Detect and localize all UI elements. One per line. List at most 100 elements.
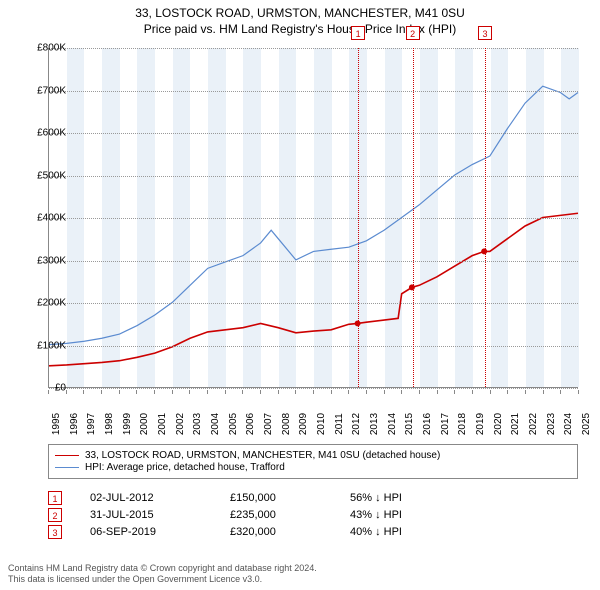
sale-marker-badge: 2 [406, 26, 420, 40]
chart-plot-area: 123 [48, 48, 578, 388]
legend-item: HPI: Average price, detached house, Traf… [55, 462, 571, 473]
event-price: £320,000 [230, 526, 350, 538]
y-axis-label: £300K [37, 255, 66, 266]
sale-marker-badge: 1 [351, 26, 365, 40]
legend-swatch [55, 455, 79, 456]
y-axis-label: £600K [37, 128, 66, 139]
title-subtitle: Price paid vs. HM Land Registry's House … [0, 22, 600, 36]
x-tick [384, 390, 385, 394]
x-tick [136, 390, 137, 394]
sale-marker-line [358, 48, 359, 387]
legend-swatch [55, 467, 79, 468]
y-axis-label: £0 [55, 383, 66, 394]
x-axis-label: 2010 [316, 413, 327, 435]
x-axis-label: 1997 [86, 413, 97, 435]
x-tick [154, 390, 155, 394]
x-axis-label: 2003 [192, 413, 203, 435]
event-row: 231-JUL-2015£235,00043% ↓ HPI [48, 508, 578, 522]
x-tick [366, 390, 367, 394]
event-row: 306-SEP-2019£320,00040% ↓ HPI [48, 525, 578, 539]
footer-line1: Contains HM Land Registry data © Crown c… [8, 563, 592, 575]
sale-marker-line [485, 48, 486, 387]
x-axis-label: 2009 [298, 413, 309, 435]
x-axis-label: 2000 [139, 413, 150, 435]
event-date: 02-JUL-2012 [90, 492, 230, 504]
x-tick [172, 390, 173, 394]
x-axis-label: 2018 [457, 413, 468, 435]
x-tick [48, 390, 49, 394]
legend-item: 33, LOSTOCK ROAD, URMSTON, MANCHESTER, M… [55, 450, 571, 461]
x-tick [454, 390, 455, 394]
series-line-hpi [49, 86, 578, 344]
x-axis-label: 2020 [493, 413, 504, 435]
x-tick [119, 390, 120, 394]
event-price: £150,000 [230, 492, 350, 504]
x-axis-label: 2023 [546, 413, 557, 435]
x-tick [543, 390, 544, 394]
x-tick [313, 390, 314, 394]
y-axis-label: £800K [37, 43, 66, 54]
legend-label: 33, LOSTOCK ROAD, URMSTON, MANCHESTER, M… [85, 450, 440, 461]
footer-credits: Contains HM Land Registry data © Crown c… [8, 563, 592, 586]
y-axis-label: £700K [37, 85, 66, 96]
events-table: 1 02-JUL-2012£150,00056% ↓ HPI 2 31-JUL-201… [48, 488, 578, 542]
x-tick [295, 390, 296, 394]
x-axis-label: 1999 [122, 413, 133, 435]
x-tick [490, 390, 491, 394]
x-axis-label: 2021 [510, 413, 521, 435]
x-axis-label: 1995 [51, 413, 62, 435]
x-axis-label: 2015 [404, 413, 415, 435]
event-date: 31-JUL-2015 [90, 509, 230, 521]
x-axis-label: 2011 [334, 413, 345, 435]
chart-container: 33, LOSTOCK ROAD, URMSTON, MANCHESTER, M… [0, 0, 600, 590]
x-tick [189, 390, 190, 394]
x-tick [348, 390, 349, 394]
x-tick [207, 390, 208, 394]
x-axis-label: 2024 [563, 413, 574, 435]
x-axis-label: 2006 [245, 413, 256, 435]
x-tick [242, 390, 243, 394]
x-tick [401, 390, 402, 394]
x-tick [437, 390, 438, 394]
x-tick [331, 390, 332, 394]
x-axis-label: 2014 [387, 413, 398, 435]
title-address: 33, LOSTOCK ROAD, URMSTON, MANCHESTER, M… [0, 6, 600, 20]
x-axis-label: 1998 [104, 413, 115, 435]
title-block: 33, LOSTOCK ROAD, URMSTON, MANCHESTER, M… [0, 0, 600, 36]
footer-line2: This data is licensed under the Open Gov… [8, 574, 592, 586]
legend-box: 33, LOSTOCK ROAD, URMSTON, MANCHESTER, M… [48, 444, 578, 479]
x-axis-label: 2001 [157, 413, 168, 435]
x-tick [525, 390, 526, 394]
x-axis-label: 2004 [210, 413, 221, 435]
x-axis-label: 2008 [281, 413, 292, 435]
x-axis-labels: 1995 1996 1997 1998 1999 2000 2001 2002 2003 2004… [48, 390, 578, 440]
x-tick [278, 390, 279, 394]
x-tick [260, 390, 261, 394]
x-tick [101, 390, 102, 394]
y-axis-label: £100K [37, 340, 66, 351]
sale-marker-badge: 3 [478, 26, 492, 40]
event-badge: 2 [48, 508, 62, 522]
sale-marker-line [413, 48, 414, 387]
y-axis-label: £500K [37, 170, 66, 181]
event-pct: 43% ↓ HPI [350, 509, 460, 521]
event-badge: 1 [48, 491, 62, 505]
x-axis-label: 2019 [475, 413, 486, 435]
x-axis-label: 2002 [175, 413, 186, 435]
x-axis-label: 2012 [351, 413, 362, 435]
x-tick [83, 390, 84, 394]
event-pct: 56% ↓ HPI [350, 492, 460, 504]
x-axis-label: 2016 [422, 413, 433, 435]
x-tick [419, 390, 420, 394]
series-line-price_paid [49, 213, 578, 366]
x-axis-label: 2005 [228, 413, 239, 435]
event-pct: 40% ↓ HPI [350, 526, 460, 538]
x-axis-label: 1996 [69, 413, 80, 435]
event-row: 1 02-JUL-2012£150,00056% ↓ HPI [48, 491, 578, 505]
x-tick [225, 390, 226, 394]
x-tick [507, 390, 508, 394]
y-axis-label: £200K [37, 298, 66, 309]
event-badge: 3 [48, 525, 62, 539]
x-axis-label: 2013 [369, 413, 380, 435]
x-tick [560, 390, 561, 394]
